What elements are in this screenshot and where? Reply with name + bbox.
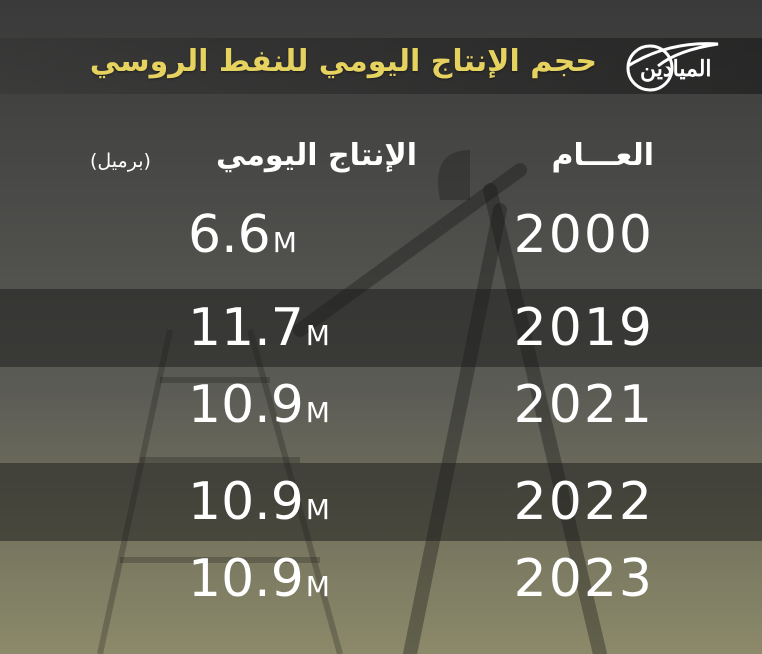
unit-suffix: M	[272, 226, 297, 259]
unit-suffix: M	[305, 493, 330, 526]
unit-suffix: M	[305, 396, 330, 429]
production-cell: 10.9M	[188, 463, 330, 549]
table-row: 2019 11.7M	[0, 289, 762, 367]
production-cell: 11.7M	[188, 289, 330, 375]
column-header-production: الإنتاج اليومي	[216, 138, 417, 173]
production-cell: 6.6M	[188, 196, 297, 282]
column-header-unit: (برميل)	[90, 150, 151, 172]
year-cell: 2023	[513, 549, 654, 609]
year-cell: 2000	[513, 205, 654, 265]
column-header-year: العـــام	[551, 138, 655, 173]
unit-suffix: M	[305, 570, 330, 603]
table-row: 2022 10.9M	[0, 463, 762, 541]
production-value: 6.6	[188, 205, 271, 265]
logo-wordmark: الميادين	[640, 56, 712, 82]
table-row: 2021 10.9M	[0, 366, 762, 444]
production-value: 10.9	[188, 549, 304, 609]
year-cell: 2019	[513, 298, 654, 358]
table-row: 2023 10.9M	[0, 540, 762, 618]
year-cell: 2022	[513, 472, 654, 532]
unit-suffix: M	[305, 319, 330, 352]
table-row: 2000 6.6M	[0, 196, 762, 274]
production-value: 10.9	[188, 472, 304, 532]
page-title: حجم الإنتاج اليومي للنفط الروسي	[89, 44, 597, 79]
production-cell: 10.9M	[188, 366, 330, 452]
almayadeen-logo	[626, 42, 719, 92]
year-cell: 2021	[513, 375, 654, 435]
production-cell: 10.9M	[188, 540, 330, 626]
production-value: 10.9	[188, 375, 304, 435]
production-value: 11.7	[188, 298, 304, 358]
